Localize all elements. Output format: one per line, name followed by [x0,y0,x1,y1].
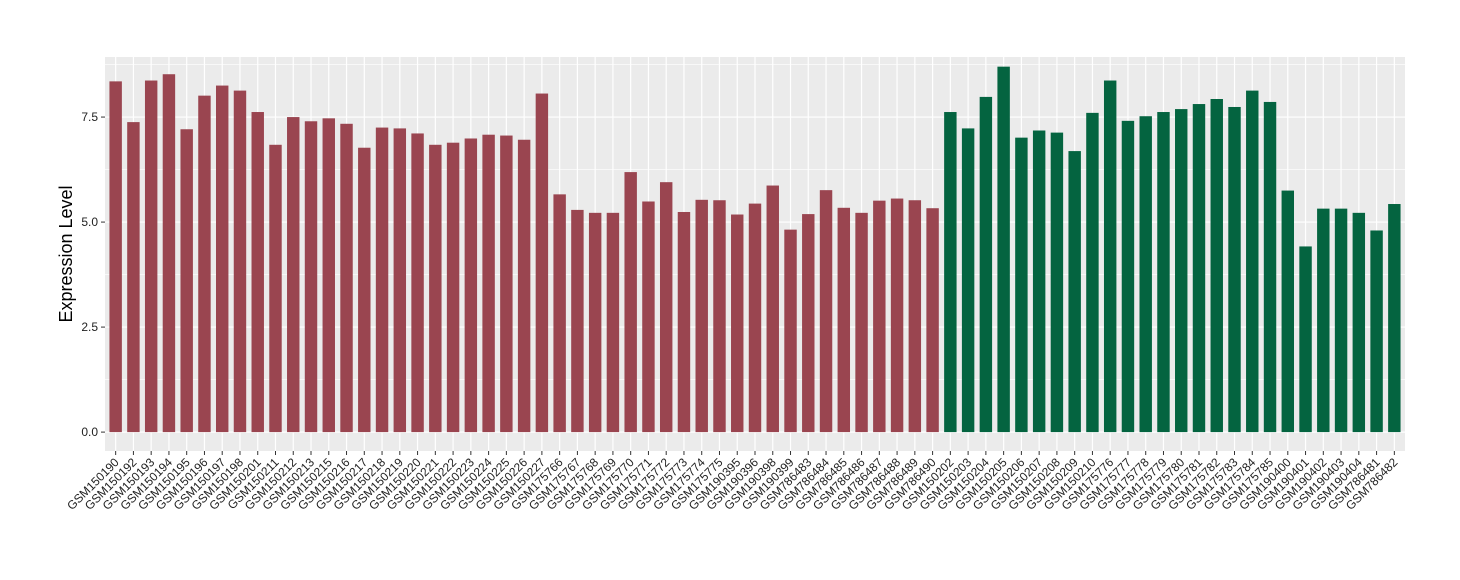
bar-GSM150221 [429,144,442,433]
bar-GSM786485 [837,207,851,433]
bar-GSM786490 [926,208,939,433]
bar-GSM150220 [411,133,424,433]
bar-GSM150218 [375,127,389,433]
bar-GSM175784 [1246,90,1259,433]
bar-GSM786489 [908,200,922,433]
bar-GSM175771 [642,201,655,433]
bar-GSM786484 [819,190,833,433]
bar-GSM190398 [766,185,779,433]
bar-GSM175766 [553,194,566,433]
y-tick-label: 2.5 [81,320,98,334]
bar-GSM150196 [198,95,211,433]
bar-GSM150210 [1086,112,1099,433]
bar-GSM175768 [588,212,602,433]
y-axis-title: Expression Level [56,185,76,322]
bar-GSM786486 [855,212,868,433]
bar-GSM150209 [1068,151,1081,433]
bar-GSM150226 [517,139,531,433]
bar-GSM786482 [1388,204,1401,433]
bar-GSM175777 [1121,120,1135,433]
bar-GSM175773 [677,211,691,433]
bar-GSM150213 [304,121,318,433]
bar-GSM786481 [1370,230,1383,433]
bar-GSM150198 [233,90,247,433]
x-axis: GSM150190GSM150192GSM150193GSM150194GSM1… [64,451,1401,513]
bar-GSM190402 [1317,208,1330,433]
bar-GSM150217 [358,147,371,433]
bar-GSM150211 [269,144,282,433]
bar-GSM190400 [1281,190,1295,433]
bar-GSM150219 [393,128,407,433]
y-tick-label: 5.0 [81,215,98,229]
bar-GSM786487 [873,200,886,433]
bar-GSM175767 [571,209,584,433]
bar-GSM190399 [784,229,797,433]
bar-GSM150205 [997,66,1010,433]
bar-GSM175775 [713,200,726,433]
bar-GSM175785 [1263,101,1277,433]
bar-GSM150201 [251,112,264,433]
bar-GSM190396 [748,203,762,433]
bar-GSM150224 [482,134,495,433]
bar-GSM150202 [944,112,957,433]
bar-GSM150195 [180,129,193,433]
bar-GSM786488 [890,198,904,433]
bar-GSM150207 [1032,130,1046,433]
bar-GSM150203 [961,128,975,433]
bar-GSM150208 [1050,132,1064,433]
bar-GSM150204 [979,96,993,433]
bar-GSM190395 [731,214,744,433]
bar-GSM190401 [1299,246,1312,433]
y-tick-label: 7.5 [81,110,98,124]
bar-GSM150206 [1015,137,1028,433]
y-axis: 0.0 2.5 5.0 7.5 [81,110,105,439]
y-tick-label: 0.0 [81,425,98,439]
bar-GSM150197 [215,85,229,433]
bar-GSM190403 [1334,208,1348,433]
bar-GSM175782 [1210,99,1223,433]
bar-GSM150192 [127,122,140,433]
bar-GSM175774 [695,199,708,433]
bar-GSM190404 [1352,212,1366,433]
bar-GSM150223 [464,138,478,433]
bar-GSM786483 [802,214,815,433]
bar-GSM150212 [287,117,300,433]
bar-GSM175769 [606,212,620,433]
bar-GSM150227 [535,93,549,433]
bar-GSM175776 [1103,80,1117,433]
bar-GSM175770 [624,172,637,433]
bars [109,66,1401,433]
bar-GSM150216 [340,123,353,433]
bar-GSM150215 [322,118,335,433]
bar-GSM175783 [1228,106,1241,433]
bar-GSM150190 [109,81,122,433]
bar-GSM150194 [162,74,176,433]
bar-GSM175781 [1192,104,1206,433]
bar-GSM150193 [144,80,158,433]
bar-GSM175780 [1175,109,1188,433]
bar-GSM175778 [1139,116,1152,433]
bar-GSM150225 [500,135,513,433]
bar-GSM175772 [659,182,673,433]
bar-GSM150222 [446,142,460,433]
bar-GSM175779 [1157,112,1170,433]
